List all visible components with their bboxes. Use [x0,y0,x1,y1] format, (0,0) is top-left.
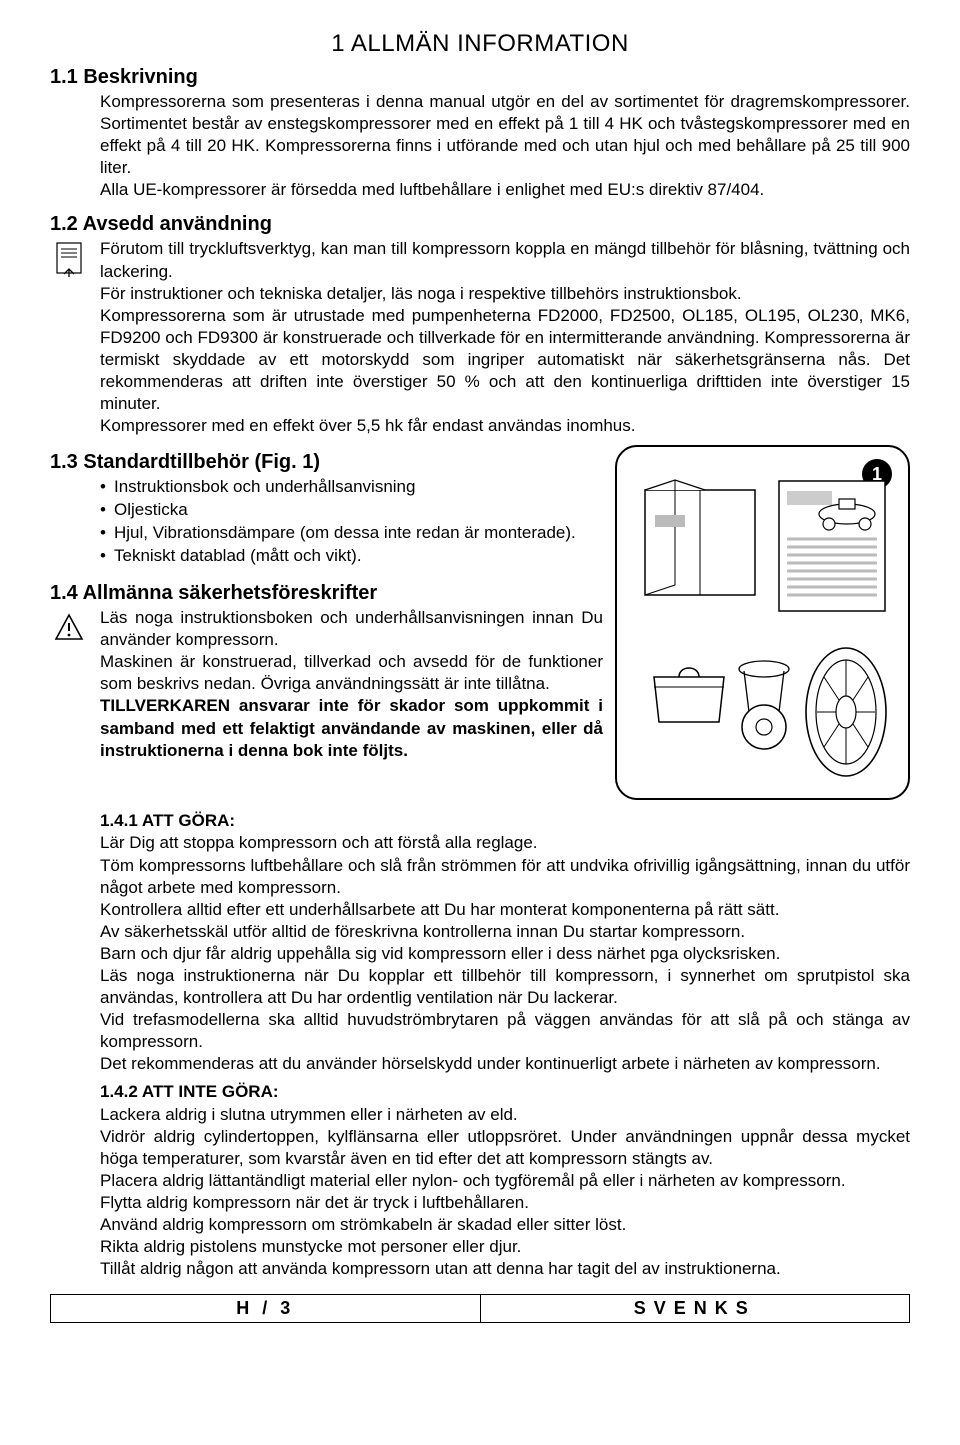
do-line-2: Töm kompressorns luftbehållare och slå f… [100,855,910,899]
section-1-4-p1: Läs noga instruktionsboken och underhåll… [100,607,603,651]
do-line-5: Barn och djur får aldrig uppehålla sig v… [100,943,910,965]
bullet-dipstick: Oljesticka [100,499,603,522]
section-1-1-head: 1.1 Beskrivning [50,66,910,89]
footer: H / 3 SVENKS [50,1294,910,1323]
do-line-1: Lär Dig att stoppa kompressorn och att f… [100,832,910,854]
bullet-datasheet: Tekniskt datablad (mått och vikt). [100,545,603,568]
section-1-4-p3: TILLVERKAREN ansvarar inte för skador so… [100,695,603,761]
section-1-2-p4: Kompressorer med en effekt över 5,5 hk f… [100,415,910,437]
figure-1: 1 [615,445,910,800]
caster-icon [729,657,799,757]
booklet-icon [635,475,765,605]
bullet-instruction-book: Instruktionsbok och underhållsanvisning [100,476,603,499]
warning-icon [54,610,96,651]
section-1-4-1-head: 1.4.1 ATT GÖRA: [100,810,910,832]
section-1-4-1: 1.4.1 ATT GÖRA: Lär Dig att stoppa kompr… [100,810,910,1280]
do-line-3: Kontrollera alltid efter ett underhållsa… [100,899,910,921]
case-icon [649,657,729,727]
section-1-3-head: 1.3 Standardtillbehör (Fig. 1) [50,451,603,474]
section-1-4-p2: Maskinen är konstruerad, tillverkad och … [100,651,603,695]
section-1-3: 1.3 Standardtillbehör (Fig. 1) Instrukti… [50,451,603,568]
section-1-2-p2: För instruktioner och tekniska detaljer,… [100,283,910,305]
do-line-6: Läs noga instruktionerna när Du kopplar … [100,965,910,1009]
section-1-2-p1: Förutom till tryckluftsverktyg, kan man … [100,238,910,282]
section-1-4: 1.4 Allmänna säkerhetsföreskrifter Läs n… [50,582,603,762]
section-1-2-p3: Kompressorerna som är utrustade med pump… [100,305,910,415]
bullet-wheels: Hjul, Vibrationsdämpare (om dessa inte r… [100,522,603,545]
dont-line-1: Lackera aldrig i slutna utrymmen eller i… [100,1104,910,1126]
section-1-1: 1.1 Beskrivning Kompressorerna som prese… [50,66,910,201]
dont-line-5: Använd aldrig kompressorn om strömkabeln… [100,1214,910,1236]
section-1-2-head: 1.2 Avsedd användning [50,213,910,236]
section-1-1-p2: Alla UE-kompressorer är försedda med luf… [100,179,910,201]
footer-page: H / 3 [51,1295,480,1322]
section-1-4-2-head: 1.4.2 ATT INTE GÖRA: [100,1081,910,1103]
do-line-8: Det rekommenderas att du använder hörsel… [100,1053,910,1075]
section-1-1-p1: Kompressorerna som presenteras i denna m… [100,91,910,179]
dont-line-4: Flytta aldrig kompressorn när det är try… [100,1192,910,1214]
dont-line-3: Placera aldrig lättantändligt material e… [100,1170,910,1192]
section-1-2: 1.2 Avsedd användning Förutom till tryck… [50,213,910,437]
wheel-icon [799,642,894,782]
dont-line-2: Vidrör aldrig cylindertoppen, kylflänsar… [100,1126,910,1170]
sections-1-3-1-4-row: 1.3 Standardtillbehör (Fig. 1) Instrukti… [50,445,910,800]
section-1-4-head: 1.4 Allmänna säkerhetsföreskrifter [50,582,603,605]
dont-line-6: Rikta aldrig pistolens munstycke mot per… [100,1236,910,1258]
page-title: 1 ALLMÄN INFORMATION [50,30,910,58]
datasheet-icon [777,479,887,614]
do-line-4: Av säkerhetsskäl utför alltid de föreskr… [100,921,910,943]
do-line-7: Vid trefasmodellerna ska alltid huvudstr… [100,1009,910,1053]
manual-icon [54,241,96,282]
footer-lang: SVENKS [480,1295,910,1322]
dont-line-7: Tillåt aldrig någon att använda kompress… [100,1258,910,1280]
